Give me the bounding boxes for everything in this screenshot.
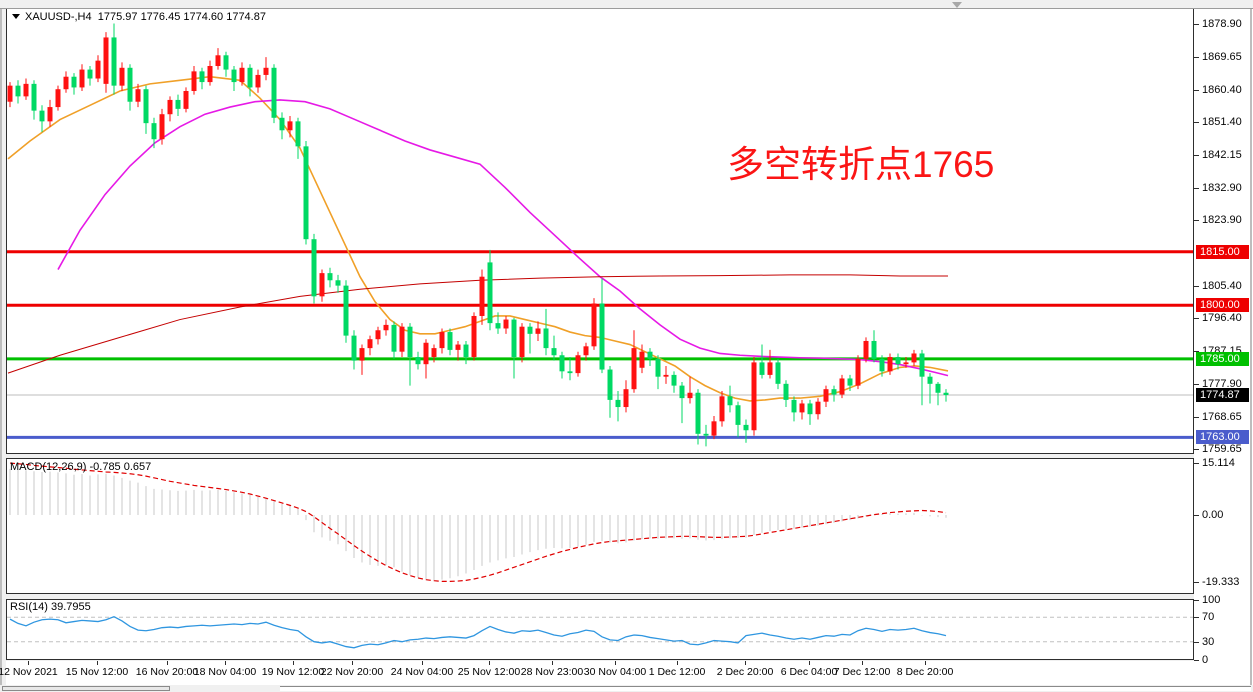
quote-ohlc-label: 1775.97 1776.45 1774.60 1774.87	[97, 11, 266, 23]
price-scale-tick	[1194, 351, 1199, 353]
price-scale-label: 1878.90	[1202, 17, 1242, 30]
price-scale-label: 0.00	[1202, 509, 1224, 521]
price-scale-label: 30	[1202, 635, 1215, 648]
price-scale-tick	[1194, 600, 1199, 601]
time-axis-tick	[745, 661, 746, 665]
price-scale-label: 1851.40	[1202, 115, 1242, 128]
main-price-chart-panel[interactable]	[6, 8, 1194, 454]
time-axis-label: 15 Nov 12:00	[65, 666, 129, 678]
macd-values: -0.785 0.657	[89, 461, 152, 473]
price-scale-label: -19.333	[1202, 575, 1240, 588]
price-scale-label: 1759.65	[1202, 443, 1242, 456]
price-scale-label: 1805.40	[1202, 279, 1242, 292]
price-scale-tick	[1194, 154, 1199, 156]
price-scale-tick	[1194, 515, 1199, 516]
price-scale-label: 70	[1202, 611, 1215, 624]
price-scale-label: 1832.90	[1202, 181, 1242, 194]
price-scale-tick	[1194, 56, 1199, 58]
time-axis-label: 24 Nov 04:00	[390, 666, 454, 678]
time-axis-tick	[293, 661, 294, 665]
time-axis-label: 30 Nov 04:00	[583, 666, 647, 678]
time-axis-area[interactable]	[6, 661, 1194, 685]
window-left-border	[0, 0, 2, 692]
price-scale-label: 15.114	[1202, 457, 1235, 469]
price-scale-label: 1860.40	[1202, 83, 1242, 96]
scrollbar-thumb[interactable]	[2, 686, 170, 691]
chevron-down-icon[interactable]	[12, 14, 20, 19]
chart-shift-marker-icon[interactable]	[952, 2, 962, 8]
time-axis-tick	[167, 661, 168, 665]
price-scale-area[interactable]	[1194, 8, 1253, 685]
price-scale-tick	[1194, 463, 1199, 464]
time-axis-label: 22 Nov 20:00	[320, 666, 384, 678]
time-axis-tick	[422, 661, 423, 665]
price-scale-tick	[1194, 449, 1199, 451]
symbol-title: XAUUSD-,H4 1775.97 1776.45 1774.60 1774.…	[12, 11, 266, 23]
price-scale-badge: 1785.00	[1196, 351, 1249, 366]
chart-annotation-text: 多空转折点1765	[727, 144, 995, 185]
price-scale-label: 1796.40	[1202, 312, 1242, 325]
price-scale-label: 1823.90	[1202, 213, 1242, 226]
price-scale-badge: 1800.00	[1196, 298, 1249, 313]
time-axis-label: 8 Dec 20:00	[896, 666, 954, 678]
time-axis-label: 18 Nov 04:00	[193, 666, 257, 678]
time-axis-label: 28 Nov 23:00	[520, 666, 584, 678]
time-axis-label: 7 Dec 12:00	[833, 666, 891, 678]
price-scale-tick	[1194, 318, 1199, 320]
price-scale-badge: 1763.00	[1196, 430, 1249, 445]
time-axis-tick	[225, 661, 226, 665]
price-scale-tick	[1194, 641, 1199, 643]
macd-label: MACD(12,26,9) -0.785 0.657	[10, 461, 151, 473]
price-scale-tick	[1194, 617, 1199, 619]
price-scale-label: 1842.15	[1202, 148, 1242, 161]
window-top-strip	[0, 0, 1253, 9]
price-scale-tick	[1194, 219, 1199, 221]
macd-indicator-panel[interactable]	[6, 458, 1194, 594]
time-axis-tick	[489, 661, 490, 665]
time-axis-label: 6 Dec 04:00	[780, 666, 838, 678]
time-axis-label: 12 Nov 2021	[0, 666, 58, 678]
price-scale-tick	[1194, 89, 1199, 91]
time-axis-label: 19 Nov 12:00	[261, 666, 325, 678]
price-scale-tick	[1194, 121, 1199, 123]
scrollbar-track[interactable]	[280, 686, 1251, 691]
price-scale-label: 1768.65	[1202, 411, 1242, 424]
price-scale-tick	[1194, 285, 1199, 287]
time-axis-tick	[862, 661, 863, 665]
price-scale-badge: 1774.87	[1196, 388, 1249, 402]
time-axis-label: 16 Nov 20:00	[135, 666, 199, 678]
time-axis-tick	[677, 661, 678, 665]
time-axis-tick	[552, 661, 553, 665]
price-scale-label: 0	[1202, 654, 1209, 666]
time-axis-label: 2 Dec 20:00	[716, 666, 774, 678]
price-scale-tick	[1194, 187, 1199, 189]
price-scale-tick	[1194, 23, 1199, 25]
time-axis-tick	[28, 661, 29, 665]
price-scale-tick	[1194, 660, 1199, 661]
price-scale-tick	[1194, 417, 1199, 419]
rsi-label: RSI(14) 39.7955	[10, 601, 91, 613]
symbol-period-label: XAUUSD-,H4	[25, 11, 92, 23]
time-axis-tick	[615, 661, 616, 665]
price-scale-label: 1777.90	[1202, 378, 1242, 391]
price-scale-label: 100	[1202, 594, 1221, 606]
time-axis-tick	[809, 661, 810, 665]
price-scale-tick	[1194, 581, 1199, 583]
price-scale-tick	[1194, 384, 1199, 386]
time-axis-label: 25 Nov 12:00	[457, 666, 521, 678]
window-right-border	[1250, 0, 1252, 692]
time-axis-label: 1 Dec 12:00	[648, 666, 706, 678]
time-axis-tick	[925, 661, 926, 665]
price-scale-label: 1869.65	[1202, 50, 1242, 63]
macd-name: MACD(12,26,9)	[10, 461, 87, 473]
rsi-indicator-panel[interactable]	[6, 599, 1194, 660]
time-axis-tick	[97, 661, 98, 665]
time-axis-tick	[352, 661, 353, 665]
price-scale-badge: 1815.00	[1196, 244, 1249, 259]
